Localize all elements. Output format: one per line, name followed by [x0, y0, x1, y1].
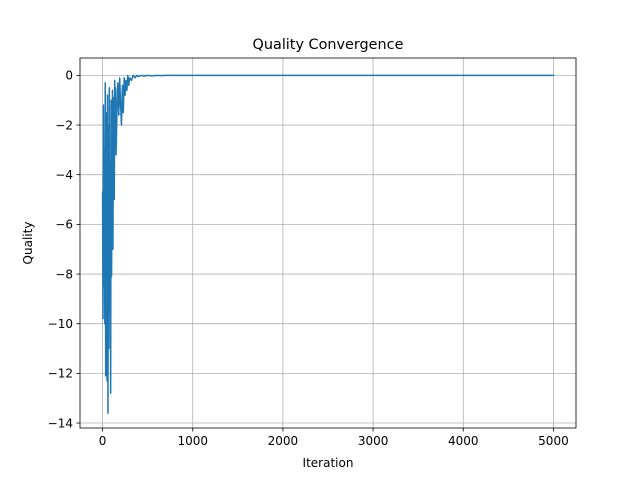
y-tick-label: −6: [55, 218, 73, 232]
plot-frame: [79, 57, 577, 429]
y-tick-label: 0: [65, 69, 73, 83]
y-tick-label: −12: [48, 367, 73, 381]
x-tick-label: 3000: [358, 434, 389, 448]
chart-title: Quality Convergence: [253, 37, 404, 53]
grid: [80, 58, 576, 428]
x-tick-label: 5000: [538, 434, 569, 448]
series-layer: [101, 74, 555, 414]
y-tick-label: −10: [48, 317, 73, 331]
x-axis-label: Iteration: [303, 456, 354, 470]
series-line-0: [101, 74, 555, 414]
y-tick-label: −2: [55, 118, 73, 132]
x-tick-label: 0: [99, 434, 107, 448]
x-axis-ticks: 0 1000 2000 3000 4000 5000: [99, 428, 569, 448]
x-tick-label: 4000: [448, 434, 479, 448]
y-tick-label: −4: [55, 168, 73, 182]
x-tick-label: 1000: [177, 434, 208, 448]
y-tick-label: −14: [48, 416, 73, 430]
y-tick-label: −8: [55, 267, 73, 281]
y-axis-ticks: 0 −2 −4 −6 −8 −10 −12 −14: [48, 69, 80, 430]
y-axis-label: Quality: [21, 222, 35, 265]
x-tick-label: 2000: [268, 434, 299, 448]
